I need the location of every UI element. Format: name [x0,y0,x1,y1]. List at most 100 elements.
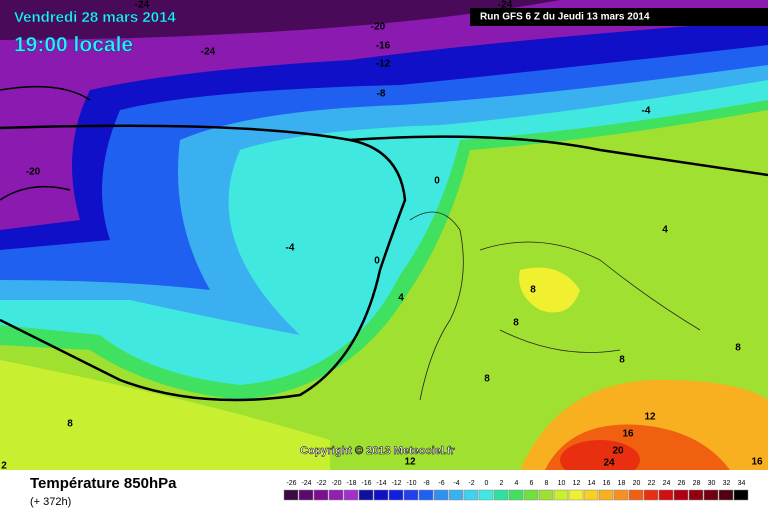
colorbar-label: 6 [530,480,534,487]
colorbar-label: -24 [301,480,311,487]
colorbar-cell [463,489,479,501]
colorbar-label: 26 [678,480,686,487]
colorbar-cell [583,489,599,501]
contour-label: 8 [67,419,73,430]
colorbar-cell [313,489,329,501]
contour-label: 20 [612,446,624,457]
colorbar-cell [448,489,464,501]
copyright: Copyright © 2013 Meteociel.fr [300,445,456,457]
contour-labels: -24 -20 -24 -16 -12 -8 -20 -24 -4 -4 0 0 4 4 8 8 8 8 8 8 12 1… [1,0,763,472]
colorbar-label: -4 [453,480,459,487]
colorbar-cell [358,489,374,501]
footer-title: Température 850hPa [30,475,177,492]
colorbar-label: -22 [316,480,326,487]
contour-label: -8 [377,89,386,100]
contour-label: 0 [374,256,380,267]
contour-label: -24 [498,0,513,11]
colorbar-label: 20 [633,480,641,487]
colorbar-label: -26 [286,480,296,487]
contour-label: -4 [642,106,651,117]
colorbar-label: 8 [545,480,549,487]
colorbar-label: -2 [468,480,474,487]
contour-label: -4 [286,243,295,254]
colorbar-label: 22 [648,480,656,487]
colorbar-cell [403,489,419,501]
colorbar-label: 10 [558,480,566,487]
colorbar-cell [598,489,614,501]
colorbar-label: 32 [723,480,731,487]
colorbar-label: -10 [406,480,416,487]
colorbar-cell [658,489,674,501]
contour-label: 2 [1,461,7,472]
colorbar-cell [523,489,539,501]
colorbar-label: -12 [391,480,401,487]
contour-label: 16 [751,457,763,468]
colorbar-label: -16 [361,480,371,487]
colorbar-label: -20 [331,480,341,487]
colorbar-cell [718,489,734,501]
colorbar-cell [298,489,314,501]
colorbar-label: 30 [708,480,716,487]
contour-label: 12 [404,457,416,468]
colorbar-label: 16 [603,480,611,487]
footer-subtitle: (+ 372h) [30,496,71,508]
colorbar-label: -18 [346,480,356,487]
colorbar: -26 -24 -22 -20 -18 -16 -14 -12 -10 -8 -6 -4 -2 0 2 4 6 8… [283,480,749,501]
colorbar-cell [433,489,449,501]
colorbar-cell [283,489,299,501]
colorbar-cell [538,489,554,501]
colorbar-label: 28 [693,480,701,487]
colorbar-cell [343,489,359,501]
colorbar-label: -8 [423,480,429,487]
colorbar-cell [328,489,344,501]
colorbar-cell [643,489,659,501]
colorbar-label: 34 [738,480,746,487]
map-fields [0,0,768,480]
contour-label: 8 [530,285,536,296]
contour-label: 8 [484,374,490,385]
time: 19:00 locale [14,34,133,57]
colorbar-label: -14 [376,480,386,487]
colorbar-cell [478,489,494,501]
colorbar-cell [703,489,719,501]
colorbar-label: 4 [515,480,519,487]
colorbar-cell [628,489,644,501]
contour-label: -24 [135,0,150,11]
contour-label: 24 [603,458,615,469]
colorbar-cell [613,489,629,501]
colorbar-cell [388,489,404,501]
contour-label: -24 [201,47,216,58]
colorbar-label: 0 [485,480,489,487]
colorbar-cell [688,489,704,501]
colorbar-label: 12 [573,480,581,487]
contour-label: 4 [662,225,668,236]
colorbar-cell [508,489,524,501]
contour-label: 16 [622,429,634,440]
run-box [470,8,768,26]
colorbar-cell [373,489,389,501]
colorbar-label: -6 [438,480,444,487]
contour-label: 8 [513,318,519,329]
colorbar-label: 14 [588,480,596,487]
colorbar-label: 24 [663,480,671,487]
contour-label: 8 [619,355,625,366]
contour-label: -20 [26,167,41,178]
colorbar-cell [568,489,584,501]
run-info: Run GFS 6 Z du Jeudi 13 mars 2014 [480,12,650,23]
contour-label: 12 [644,412,656,423]
date: Vendredi 28 mars 2014 [14,9,176,26]
contour-label: 4 [398,293,404,304]
contour-label: 8 [735,343,741,354]
colorbar-cell [553,489,569,501]
colorbar-cell [418,489,434,501]
colorbar-cell [493,489,509,501]
colorbar-label: 2 [500,480,504,487]
contour-label: -12 [376,59,391,70]
contour-label: -16 [376,41,391,52]
colorbar-cell [733,489,749,501]
colorbar-cell [673,489,689,501]
contour-label: -20 [371,22,386,33]
colorbar-label: 18 [618,480,626,487]
contour-label: 0 [434,176,440,187]
